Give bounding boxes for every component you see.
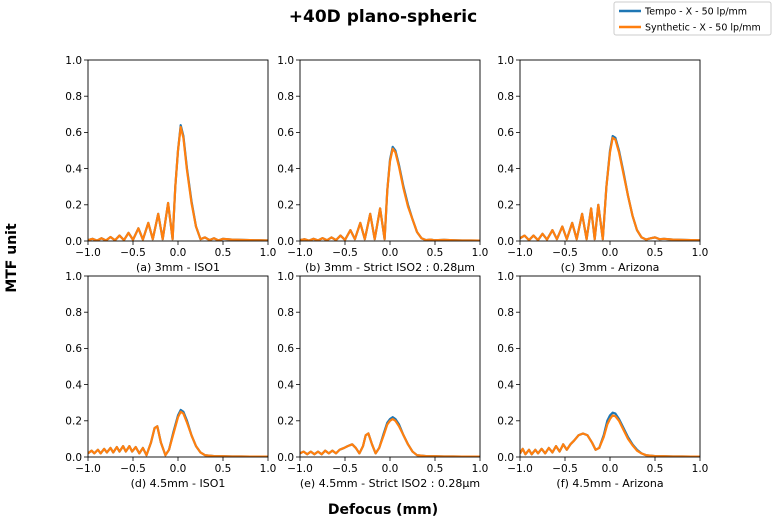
- x-tick-label: −1.0: [75, 463, 101, 475]
- y-tick-label: 0.0: [65, 452, 82, 464]
- subplot-title: (f) 4.5mm - Arizona: [556, 477, 663, 490]
- x-tick-label: 1.0: [692, 463, 709, 475]
- series-line-synthetic: [520, 136, 700, 241]
- subplot-frame: [299, 275, 481, 458]
- x-tick-label: −0.5: [332, 247, 358, 259]
- y-tick-label: 0.2: [497, 416, 514, 428]
- legend-frame: [613, 1, 772, 36]
- x-tick-label: −1.0: [75, 247, 101, 259]
- y-tick-label: 0.8: [65, 91, 82, 103]
- x-tick-label: −0.5: [332, 463, 358, 475]
- y-tick-label: 0.0: [497, 452, 514, 464]
- legend: Tempo - X - 50 lp/mm Synthetic - X - 50 …: [613, 1, 772, 36]
- y-tick-label: 0.2: [277, 200, 294, 212]
- subplot-title: (b) 3mm - Strict ISO2 : 0.28µm: [305, 261, 475, 274]
- subplot-title: (c) 3mm - Arizona: [561, 261, 660, 274]
- y-tick-label: 0.4: [277, 379, 294, 391]
- y-tick-label: 0.8: [497, 307, 514, 319]
- x-tick-label: −0.5: [120, 247, 146, 259]
- subplot-4: 0.0 0.2 0.4 0.6 0.8 1.0 −1.0 −0.5 0.0 0.5 1.0 (d) 4…: [65, 271, 276, 490]
- x-tick-label: 0.5: [215, 463, 232, 475]
- y-tick-label: 0.4: [65, 379, 82, 391]
- x-tick-label: −1.0: [287, 247, 313, 259]
- y-tick-label: 0.6: [497, 343, 514, 355]
- y-tick-label: 0.8: [277, 307, 294, 319]
- subplot-5: 0.0 0.2 0.4 0.6 0.8 1.0 −1.0 −0.5 0.0 0.5 1.0 (e) 4…: [277, 271, 488, 490]
- legend-label-tempo: Tempo - X - 50 lp/mm: [644, 7, 747, 18]
- x-tick-label: 0.5: [427, 247, 444, 259]
- y-tick-label: 0.2: [65, 200, 82, 212]
- y-tick-label: 0.0: [65, 236, 82, 248]
- x-tick-label: −0.5: [552, 463, 578, 475]
- y-tick-label: 1.0: [277, 55, 294, 67]
- subplot-title: (a) 3mm - ISO1: [136, 261, 220, 274]
- y-tick-label: 0.0: [277, 236, 294, 248]
- x-tick-label: 1.0: [260, 247, 277, 259]
- y-tick-label: 0.4: [497, 163, 514, 175]
- x-tick-label: 1.0: [260, 463, 277, 475]
- y-tick-label: 0.2: [497, 200, 514, 212]
- subplot-frame: [519, 59, 701, 242]
- x-tick-label: 0.5: [647, 247, 664, 259]
- figure-y-axis-label: MTF unit: [4, 223, 20, 293]
- x-tick-label: 0.0: [382, 463, 399, 475]
- subplot-1: 0.0 0.2 0.4 0.6 0.8 1.0 −1.0 −0.5 0.0 0.5 1.0 (a) 3…: [65, 55, 276, 274]
- subplot-3: 0.0 0.2 0.4 0.6 0.8 1.0 −1.0 −0.5 0.0 0.5 1.0 (c) 3…: [497, 55, 708, 274]
- subplot-frame: [519, 275, 701, 458]
- subplot-2: 0.0 0.2 0.4 0.6 0.8 1.0 −1.0 −0.5 0.0 0.5 1.0 (b) 3…: [277, 55, 488, 274]
- figure-title: +40D plano-spheric: [289, 7, 477, 27]
- subplot-title: (e) 4.5mm - Strict ISO2 : 0.28µm: [300, 477, 480, 490]
- legend-label-synthetic: Synthetic - X - 50 lp/mm: [645, 23, 761, 34]
- y-tick-label: 0.8: [497, 91, 514, 103]
- y-tick-label: 0.2: [65, 416, 82, 428]
- y-tick-label: 0.8: [277, 91, 294, 103]
- x-tick-label: 0.0: [602, 463, 619, 475]
- subplot-title: (d) 4.5mm - ISO1: [131, 477, 226, 490]
- x-tick-label: −0.5: [552, 247, 578, 259]
- x-tick-label: 1.0: [692, 247, 709, 259]
- x-tick-label: −0.5: [120, 463, 146, 475]
- y-tick-label: 0.8: [65, 307, 82, 319]
- subplot-6: 0.0 0.2 0.4 0.6 0.8 1.0 −1.0 −0.5 0.0 0.5 1.0 (f) 4…: [497, 271, 708, 490]
- x-tick-label: 0.5: [427, 463, 444, 475]
- x-tick-label: 0.0: [602, 247, 619, 259]
- series-line-synthetic: [88, 125, 268, 241]
- x-tick-label: −1.0: [507, 247, 533, 259]
- y-tick-label: 0.4: [497, 379, 514, 391]
- x-tick-label: 0.5: [215, 247, 232, 259]
- y-tick-label: 0.6: [277, 343, 294, 355]
- y-tick-label: 0.4: [277, 163, 294, 175]
- y-tick-label: 0.0: [277, 452, 294, 464]
- subplot-grid: 0.0 0.2 0.4 0.6 0.8 1.0 −1.0 −0.5 0.0 0.5 1.0 (a) 3…: [65, 55, 708, 490]
- subplot-frame: [87, 275, 269, 458]
- y-tick-label: 0.6: [65, 343, 82, 355]
- series-line-synthetic: [520, 414, 700, 457]
- y-tick-label: 1.0: [65, 55, 82, 67]
- y-tick-label: 0.6: [497, 127, 514, 139]
- x-tick-label: 0.0: [170, 463, 187, 475]
- x-tick-label: −1.0: [507, 463, 533, 475]
- series-line-synthetic: [300, 417, 480, 457]
- y-tick-label: 1.0: [277, 271, 294, 283]
- y-tick-label: 0.6: [65, 127, 82, 139]
- series-line-synthetic: [88, 410, 268, 457]
- subplot-frame: [87, 59, 269, 242]
- x-tick-label: 1.0: [472, 463, 489, 475]
- figure-x-axis-label: Defocus (mm): [328, 502, 438, 518]
- y-tick-label: 1.0: [497, 55, 514, 67]
- series-line-synthetic: [300, 147, 480, 241]
- y-tick-label: 0.0: [497, 236, 514, 248]
- y-tick-label: 0.4: [65, 163, 82, 175]
- x-tick-label: 0.0: [382, 247, 399, 259]
- x-tick-label: 0.5: [647, 463, 664, 475]
- x-tick-label: 0.0: [170, 247, 187, 259]
- y-tick-label: 1.0: [65, 271, 82, 283]
- subplot-frame: [299, 59, 481, 242]
- y-tick-label: 0.6: [277, 127, 294, 139]
- x-tick-label: 1.0: [472, 247, 489, 259]
- y-tick-label: 0.2: [277, 416, 294, 428]
- x-tick-label: −1.0: [287, 463, 313, 475]
- y-tick-label: 1.0: [497, 271, 514, 283]
